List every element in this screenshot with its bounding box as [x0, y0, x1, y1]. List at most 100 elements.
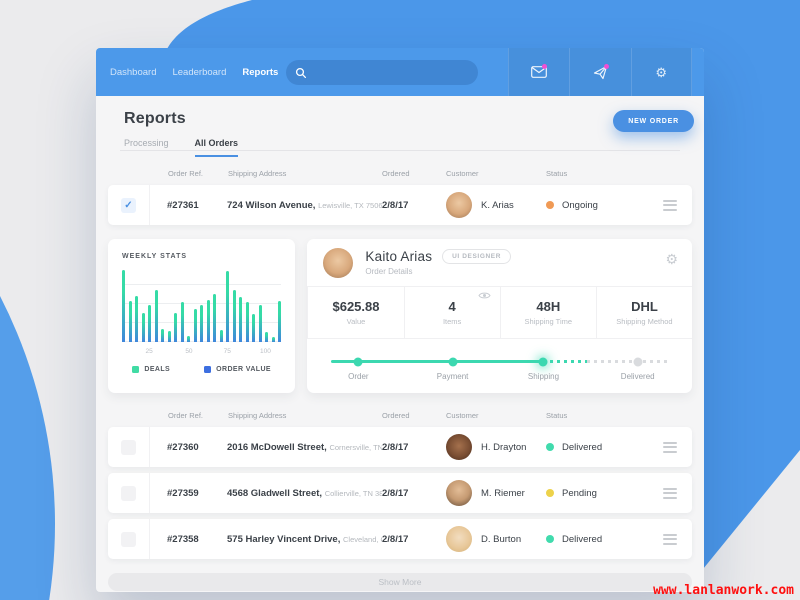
menu-icon — [663, 485, 677, 501]
legend-label: DEALS — [144, 366, 171, 373]
table-header: Order Ref. Shipping Address Ordered Cust… — [96, 165, 704, 181]
nav-item-reports[interactable]: Reports — [242, 66, 279, 78]
address-city: Cleveland, OH 44115 — [343, 534, 382, 544]
customer-name: D. Burton — [481, 533, 522, 545]
order-ref: #27359 — [167, 487, 199, 499]
menu-icon — [663, 531, 677, 547]
legend-order-value: ORDER VALUE — [204, 366, 271, 373]
row-checkbox[interactable] — [121, 439, 136, 455]
chart-bar — [206, 299, 210, 342]
order-date: 2/8/17 — [382, 487, 409, 499]
chart-bar — [232, 290, 236, 342]
table-row[interactable]: ✓ #27361 724 Wilson Avenue, Lewisville, … — [108, 185, 692, 225]
nav-item-leaderboard[interactable]: Leaderboard — [172, 66, 227, 78]
address-street: 575 Harley Vincent Drive, — [227, 533, 341, 545]
step-payment-label: Payment — [436, 372, 469, 381]
tabs: Processing All Orders — [124, 138, 692, 157]
legend-deals: DEALS — [132, 366, 170, 373]
mail-button[interactable] — [508, 48, 569, 96]
step-payment-dot — [448, 357, 458, 366]
step-order-label: Order — [348, 372, 369, 381]
col-shipping-address: Shipping Address — [228, 168, 287, 178]
order-ref: #27361 — [167, 199, 199, 211]
order-details-card: Kaito Arias UI DESIGNER Order Details ⚙ … — [307, 239, 692, 393]
col-order-ref: Order Ref. — [168, 410, 204, 420]
avatar — [446, 192, 472, 218]
mail-icon — [531, 66, 548, 78]
header-divider — [120, 150, 680, 151]
customer-name: H. Drayton — [481, 441, 527, 453]
status-dot — [546, 535, 554, 543]
chart-bar — [258, 305, 262, 342]
customer-full-name: Kaito Arias — [365, 249, 433, 264]
shipping-address: 724 Wilson Avenue, Lewisville, TX 75067 — [227, 200, 382, 211]
customer-name: M. Riemer — [481, 487, 525, 499]
chart-bar — [174, 313, 178, 342]
row-menu-button[interactable] — [648, 439, 692, 455]
tab-all-orders[interactable]: All Orders — [194, 138, 239, 157]
show-more-button[interactable]: Show More — [108, 573, 692, 591]
col-shipping-address: Shipping Address — [228, 410, 287, 420]
x-tick: 75 — [223, 348, 231, 355]
progress-dots-pending — [587, 360, 668, 363]
row-menu-button[interactable] — [648, 531, 692, 547]
progress-line-done — [331, 360, 544, 363]
shipping-address: 4568 Gladwell Street, Collierville, TN 3… — [227, 488, 382, 499]
row-checkbox[interactable] — [121, 485, 136, 501]
table-row[interactable]: #27359 4568 Gladwell Street, Colliervill… — [108, 473, 692, 513]
address-city: Lewisville, TX 75067 — [318, 200, 382, 210]
menu-icon — [663, 197, 677, 213]
step-shipping-label: Shipping — [527, 372, 560, 381]
avatar — [446, 434, 472, 460]
shipping-address: 2016 McDowell Street, Cornersville, TN 3… — [227, 442, 382, 453]
chart-bar — [226, 271, 230, 342]
chart-bar — [180, 302, 184, 342]
new-order-button[interactable]: NEW ORDER — [613, 110, 694, 132]
address-city: Collierville, TN 38017 — [324, 488, 382, 498]
tab-processing[interactable]: Processing — [124, 138, 169, 148]
search-bar[interactable] — [286, 60, 478, 85]
status-badge: Delivered — [562, 441, 603, 453]
x-tick: 50 — [185, 348, 193, 355]
eye-icon[interactable] — [478, 291, 491, 300]
chart-bar — [161, 329, 165, 342]
menu-icon — [663, 439, 677, 455]
nav-item-dashboard[interactable]: Dashboard — [110, 66, 157, 78]
row-checkbox[interactable]: ✓ — [121, 197, 136, 213]
chart-bar — [265, 331, 269, 342]
panels: WEEKLY STATS 25 50 75 100 DEALS ORDER VA — [96, 231, 704, 393]
order-ref: #27360 — [167, 441, 199, 453]
order-value-swatch — [204, 366, 212, 373]
send-button[interactable] — [569, 48, 630, 96]
step-order-dot — [353, 357, 363, 366]
status-badge: Ongoing — [562, 199, 598, 211]
order-stats: $625.88 Value 4 Items 48H Shipping Time DHL… — [307, 287, 692, 339]
avatar — [323, 247, 354, 278]
status-badge: Delivered — [562, 533, 603, 545]
chart-bar — [167, 331, 171, 342]
search-input[interactable] — [307, 67, 469, 78]
col-ordered: Ordered — [382, 410, 410, 420]
row-menu-button[interactable] — [648, 485, 692, 501]
row-menu-button[interactable] — [648, 197, 692, 213]
chart-bar — [128, 300, 132, 342]
address-street: 2016 McDowell Street, — [227, 441, 327, 453]
row-checkbox[interactable] — [121, 531, 136, 547]
address-street: 4568 Gladwell Street, — [227, 487, 323, 499]
avatar — [446, 480, 472, 506]
search-icon — [295, 67, 307, 79]
card-settings-icon[interactable]: ⚙ — [665, 251, 678, 267]
mail-notification-dot — [542, 64, 548, 69]
status-dot — [546, 201, 554, 209]
table-row[interactable]: #27358 575 Harley Vincent Drive, Clevela… — [108, 519, 692, 559]
settings-button[interactable]: ⚙ — [630, 48, 692, 96]
role-badge: UI DESIGNER — [442, 249, 511, 264]
chart-bar — [278, 300, 282, 342]
chart-bar — [193, 308, 197, 342]
chart-bar — [148, 304, 152, 342]
table-row[interactable]: #27360 2016 McDowell Street, Cornersvill… — [108, 427, 692, 467]
chart-bar — [141, 313, 145, 342]
address-city: Cornersville, TN 37047 — [329, 442, 382, 452]
nav-icon-section: ⚙ — [508, 48, 692, 96]
